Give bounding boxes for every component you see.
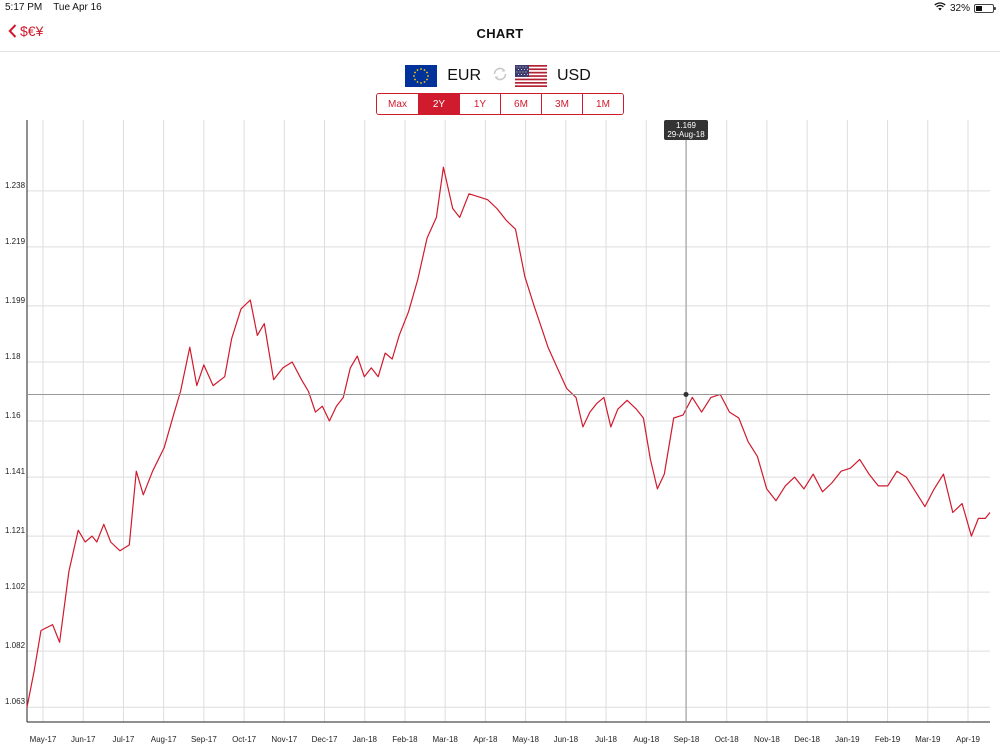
chevron-left-icon xyxy=(8,24,17,38)
range-max-button[interactable]: Max xyxy=(377,94,418,114)
crosshair-point xyxy=(683,391,689,397)
range-1m-button[interactable]: 1M xyxy=(582,94,623,114)
wifi-icon xyxy=(934,2,946,14)
x-tick-label: Feb-19 xyxy=(875,735,901,744)
y-tick-label: 1.16 xyxy=(5,411,21,420)
x-tick-label: Apr-19 xyxy=(956,735,981,744)
y-tick-label: 1.102 xyxy=(5,582,26,591)
x-tick-label: Nov-17 xyxy=(271,735,297,744)
tooltip-box xyxy=(664,120,708,140)
tooltip-date: 29-Aug-18 xyxy=(667,130,705,139)
y-tick-label: 1.18 xyxy=(5,352,21,361)
x-tick-label: May-17 xyxy=(30,735,57,744)
x-tick-label: Jun-18 xyxy=(554,735,579,744)
back-button[interactable]: $€¥ xyxy=(8,23,43,39)
x-tick-label: Sep-17 xyxy=(191,735,217,744)
x-tick-label: Oct-18 xyxy=(715,735,740,744)
back-label: $€¥ xyxy=(20,23,44,39)
x-tick-label: Aug-17 xyxy=(151,735,177,744)
x-tick-label: Jul-18 xyxy=(595,735,617,744)
quote-currency[interactable]: USD xyxy=(557,67,591,84)
rate-chart[interactable]: 1.063 1.082 1.102 1.121 1.141 1.16 1.18 1.199 1.… xyxy=(0,115,1000,750)
x-tick-label: Mar-19 xyxy=(915,735,941,744)
status-time-date: 5:17 PM Tue Apr 16 xyxy=(5,2,102,13)
x-tick-label: Jun-17 xyxy=(71,735,96,744)
status-date: Tue Apr 16 xyxy=(53,2,102,13)
x-tick-label: Feb-18 xyxy=(392,735,418,744)
x-tick-label: Oct-17 xyxy=(232,735,257,744)
base-currency[interactable]: EUR xyxy=(447,67,481,84)
y-tick-label: 1.082 xyxy=(5,641,26,650)
status-bar: 5:17 PM Tue Apr 16 32% xyxy=(0,0,1000,16)
status-indicators: 32% xyxy=(934,2,996,14)
rate-series-line xyxy=(26,166,991,708)
battery-icon xyxy=(974,3,996,13)
y-tick-label: 1.121 xyxy=(5,526,26,535)
y-tick-label: 1.238 xyxy=(5,181,26,190)
y-tick-label: 1.063 xyxy=(5,697,26,706)
swap-icon[interactable] xyxy=(491,65,509,88)
nav-bar: $€¥ CHART xyxy=(0,16,1000,52)
x-tick-label: Jan-19 xyxy=(835,735,860,744)
eu-flag-icon xyxy=(405,65,438,87)
y-tick-label: 1.199 xyxy=(5,296,26,305)
range-selector: Max 2Y 1Y 6M 3M 1M xyxy=(376,93,624,115)
tooltip-value: 1.169 xyxy=(676,121,697,130)
x-tick-label: Jul-17 xyxy=(113,735,135,744)
battery-percent: 32% xyxy=(949,2,970,14)
x-tick-label: Aug-18 xyxy=(633,735,659,744)
x-tick-label: Mar-18 xyxy=(433,735,459,744)
y-tick-label: 1.141 xyxy=(5,467,26,476)
status-time: 5:17 PM xyxy=(5,2,43,13)
range-1y-button[interactable]: 1Y xyxy=(459,94,500,114)
range-6m-button[interactable]: 6M xyxy=(500,94,541,114)
page-title: CHART xyxy=(476,26,524,41)
x-tick-label: Apr-18 xyxy=(473,735,498,744)
x-tick-label: May-18 xyxy=(512,735,539,744)
x-tick-label: Dec-18 xyxy=(794,735,820,744)
range-2y-button[interactable]: 2Y xyxy=(418,94,459,114)
x-tick-label: Jan-18 xyxy=(353,735,378,744)
us-flag-icon xyxy=(515,65,547,87)
currency-pair: EUR USD xyxy=(0,63,1000,89)
y-tick-label: 1.219 xyxy=(5,237,26,246)
x-tick-label: Nov-18 xyxy=(754,735,780,744)
range-3m-button[interactable]: 3M xyxy=(541,94,582,114)
rate-chart-svg[interactable]: 1.063 1.082 1.102 1.121 1.141 1.16 1.18 1.199 1.… xyxy=(0,115,1000,750)
x-tick-label: Sep-18 xyxy=(674,735,700,744)
x-tick-label: Dec-17 xyxy=(312,735,338,744)
